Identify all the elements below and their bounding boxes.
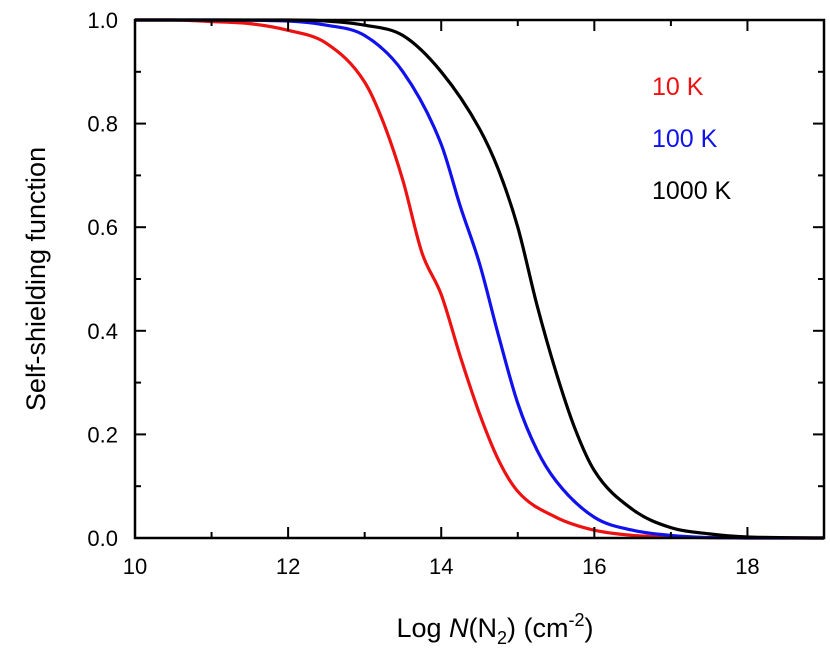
y-tick-label: 0.6	[87, 215, 118, 240]
legend-entry: 1000 K	[652, 177, 732, 205]
x-tick-label: 18	[735, 554, 759, 579]
y-tick-label: 0.4	[87, 319, 118, 344]
y-tick-label: 0.8	[87, 112, 118, 137]
y-tick-label: 1.0	[87, 8, 118, 33]
plot-frame	[133, 18, 826, 540]
x-tick-label: 14	[429, 554, 453, 579]
curves-layer	[134, 18, 825, 540]
series-line-0	[134, 18, 824, 540]
series-line-1	[134, 18, 824, 540]
x-tick-label: 12	[276, 554, 300, 579]
legend: 10 K 100 K 1000 K	[652, 73, 732, 205]
legend-entry: 100 K	[652, 125, 718, 153]
y-tick-label: 0.0	[87, 526, 118, 551]
legend-entry: 10 K	[652, 73, 704, 101]
series-line-2	[134, 18, 825, 540]
y-tick-label: 0.2	[87, 422, 118, 447]
x-axis-title: Log N(N2) (cm-2)	[396, 610, 593, 648]
ticks-layer: 10 12 14 16 18 0.0 0.2 0.4 0.6 0.8 1.0	[87, 8, 825, 579]
x-tick-label: 16	[582, 554, 606, 579]
x-tick-label: 10	[123, 554, 147, 579]
y-axis-title: Self-shielding function	[21, 147, 51, 411]
